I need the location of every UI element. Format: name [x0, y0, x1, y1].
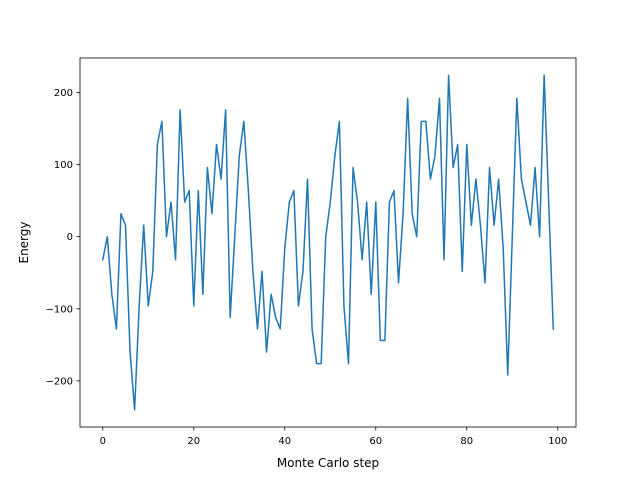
- x-axis-label: Monte Carlo step: [277, 456, 379, 470]
- x-tick-label: 40: [278, 436, 291, 447]
- y-tick-label: 100: [54, 160, 73, 171]
- x-tick-label: 80: [460, 436, 473, 447]
- y-tick-label: −100: [46, 304, 73, 315]
- x-tick-label: 100: [548, 436, 567, 447]
- y-tick-label: −200: [46, 376, 73, 387]
- y-axis: −200 −100 0 100 200: [46, 88, 80, 387]
- x-tick-label: 0: [100, 436, 106, 447]
- y-axis-label: Energy: [17, 221, 31, 263]
- x-tick-label: 20: [187, 436, 200, 447]
- axes-frame: [79, 57, 577, 428]
- y-tick-label: 0: [67, 232, 73, 243]
- plot-area: [101, 74, 555, 411]
- y-tick-label: 200: [54, 88, 73, 99]
- series-line: [101, 74, 555, 411]
- x-tick-label: 60: [369, 436, 382, 447]
- x-axis: 0 20 40 60 80 100: [100, 427, 567, 447]
